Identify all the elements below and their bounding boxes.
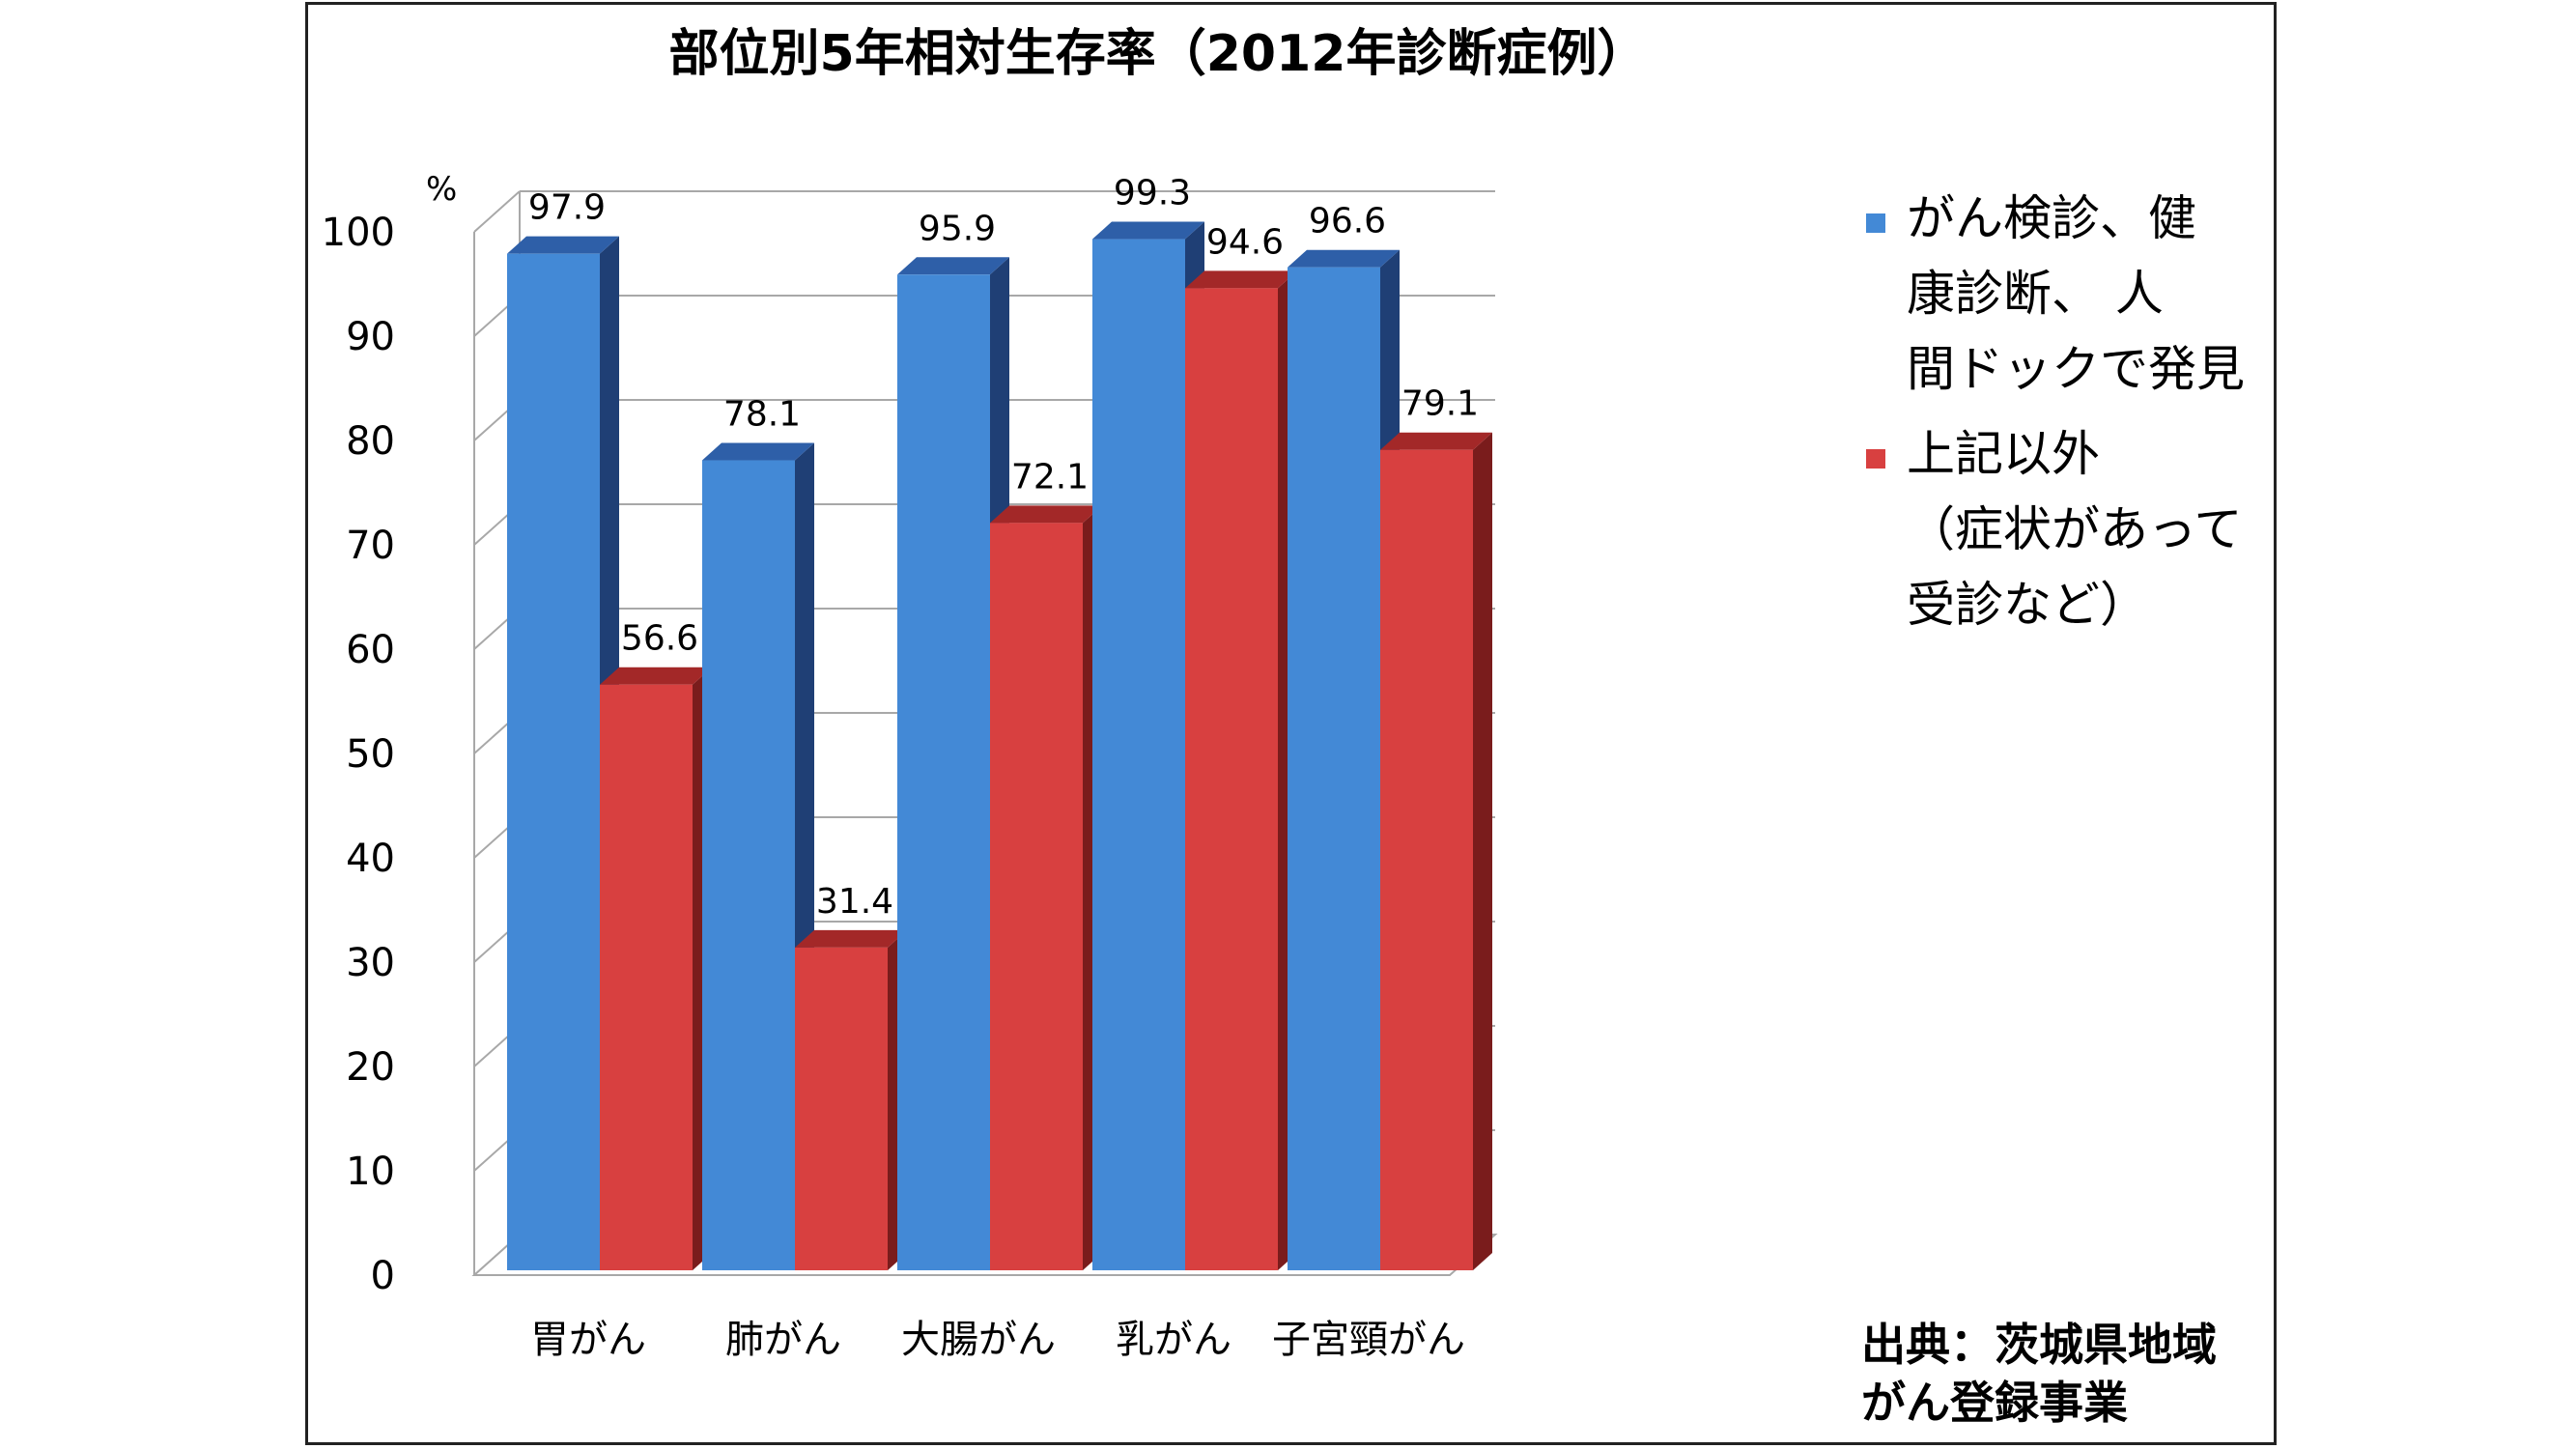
data-label: 96.6 — [1309, 202, 1386, 242]
bar-top — [1185, 270, 1297, 289]
gridline-depth — [473, 190, 521, 233]
source-line: がん登録事業 — [1861, 1377, 2128, 1429]
legend-swatch — [1866, 213, 1885, 233]
legend-label: がん検診、健 — [1907, 190, 2196, 246]
data-label: 56.6 — [621, 619, 698, 659]
legend-label: 康診断、 人 — [1907, 266, 2164, 322]
bar-screening — [1092, 239, 1185, 1270]
data-label: 78.1 — [723, 395, 801, 435]
y-tick-label: 40 — [346, 837, 395, 881]
x-tick-label: 子宮頸がん — [1272, 1318, 1465, 1362]
legend-label: 受診など） — [1907, 577, 2148, 633]
bar-top — [897, 257, 1009, 275]
bar-top — [1288, 249, 1400, 268]
bar-other — [600, 684, 693, 1270]
bar-other — [1185, 288, 1278, 1270]
x-tick-label: 肺がん — [725, 1318, 841, 1362]
y-tick-label: 30 — [346, 941, 395, 985]
data-label: 72.1 — [1011, 457, 1089, 497]
bar-top — [1092, 221, 1204, 240]
bar-top — [795, 929, 907, 948]
y-tick-label: 0 — [371, 1254, 395, 1298]
y-tick-label: 10 — [346, 1150, 395, 1194]
bar-screening — [702, 460, 795, 1270]
bar-other — [795, 947, 888, 1270]
y-tick-label: 70 — [346, 524, 395, 568]
data-label: 95.9 — [919, 209, 996, 248]
legend-label: 間ドックで発見 — [1907, 341, 2245, 397]
x-tick-label: 胃がん — [530, 1318, 646, 1362]
chart-frame: 0 10 20 30 40 50 60 70 80 90 100 97.9 56.6 胃がん 78.1 31.… — [305, 2, 2277, 1445]
y-tick-label: 20 — [346, 1045, 395, 1090]
labels: 0 10 20 30 40 50 60 70 80 90 100 97.9 56.6 胃がん 78.1 31.… — [322, 174, 1479, 1362]
y-tick-label: 60 — [346, 628, 395, 672]
data-label: 31.4 — [816, 882, 893, 922]
bar-other — [1380, 449, 1473, 1271]
data-label: 99.3 — [1114, 174, 1191, 213]
y-tick-label: 80 — [346, 419, 395, 464]
y-tick-label: 50 — [346, 732, 395, 777]
bar-screening — [1288, 267, 1380, 1271]
source-line: 出典：茨城県地域 — [1861, 1319, 2217, 1371]
bar-screening — [897, 274, 990, 1270]
x-tick-label: 乳がん — [1116, 1318, 1231, 1362]
bar-top — [702, 442, 814, 461]
x-tick-label: 大腸がん — [901, 1318, 1056, 1362]
bar-top — [1380, 432, 1492, 450]
y-axis-unit-label: % — [426, 170, 457, 209]
bars — [507, 221, 1492, 1271]
chart-canvas: 0 10 20 30 40 50 60 70 80 90 100 97.9 56.6 胃がん 78.1 31.… — [322, 25, 2245, 1429]
legend-label: （症状があって — [1907, 501, 2243, 557]
data-label: 94.6 — [1206, 222, 1284, 262]
bar-other — [990, 523, 1083, 1270]
data-label: 79.1 — [1401, 384, 1479, 424]
legend-label: 上記以外 — [1907, 426, 2100, 482]
chart-title: 部位別5年相対生存率（2012年診断症例） — [669, 25, 1648, 83]
bar-top — [990, 505, 1102, 524]
bar-screening — [507, 253, 600, 1271]
y-tick-label: 100 — [322, 211, 395, 255]
data-label: 97.9 — [528, 188, 606, 228]
bar-side — [1473, 432, 1492, 1271]
bar-top — [600, 667, 712, 685]
y-tick-label: 90 — [346, 315, 395, 359]
legend-swatch — [1866, 449, 1885, 469]
bar-top — [507, 236, 619, 254]
